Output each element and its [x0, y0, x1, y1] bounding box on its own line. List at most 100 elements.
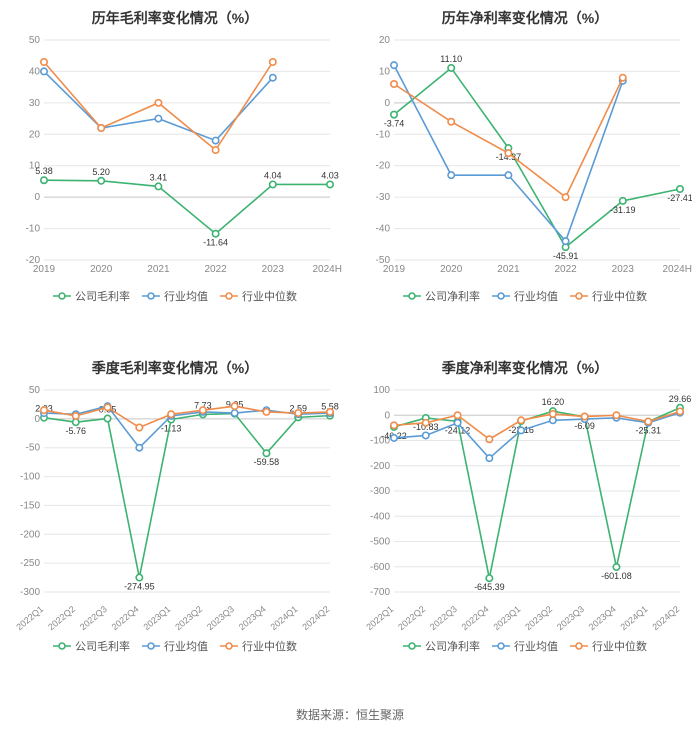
svg-text:-20: -20	[376, 161, 391, 172]
svg-text:2023Q1: 2023Q1	[491, 604, 522, 632]
svg-text:-59.58: -59.58	[254, 457, 280, 467]
svg-text:3.41: 3.41	[150, 172, 168, 182]
legend-swatch-icon	[142, 641, 160, 651]
svg-text:5.20: 5.20	[92, 167, 110, 177]
svg-text:-600: -600	[370, 562, 390, 573]
legend-swatch-icon	[142, 291, 160, 301]
svg-text:50: 50	[29, 385, 41, 396]
svg-text:-100: -100	[20, 472, 40, 483]
legend-swatch-icon	[570, 641, 588, 651]
svg-text:2022Q4: 2022Q4	[460, 604, 491, 632]
svg-text:-300: -300	[370, 486, 390, 497]
legend-item: 公司净利率	[403, 288, 480, 304]
legend-label: 公司净利率	[425, 638, 480, 654]
svg-text:4.03: 4.03	[321, 170, 339, 180]
svg-text:-250: -250	[20, 558, 40, 569]
svg-text:-645.39: -645.39	[474, 582, 505, 592]
chart-legend: 公司毛利率 行业均值 行业中位数	[8, 282, 342, 306]
legend-label: 行业中位数	[242, 288, 297, 304]
svg-text:2022Q1: 2022Q1	[14, 604, 45, 632]
svg-text:-200: -200	[370, 461, 390, 472]
svg-text:-30: -30	[376, 192, 391, 203]
legend-label: 行业中位数	[592, 638, 647, 654]
legend-swatch-icon	[220, 291, 238, 301]
legend-item: 行业中位数	[220, 288, 297, 304]
svg-text:2022: 2022	[554, 264, 577, 275]
svg-text:-50: -50	[26, 443, 41, 454]
svg-text:2024H1: 2024H1	[662, 264, 692, 275]
svg-text:2024Q2: 2024Q2	[300, 604, 331, 632]
legend-item: 行业均值	[142, 638, 208, 654]
chart-plot: -50-40-30-20-100102020192020202120222023…	[358, 32, 692, 282]
svg-text:-31.19: -31.19	[610, 205, 636, 215]
svg-text:30: 30	[29, 98, 41, 109]
legend-item: 公司毛利率	[53, 638, 130, 654]
chart-title: 季度净利率变化情况（%）	[358, 358, 692, 378]
svg-text:100: 100	[373, 385, 390, 396]
svg-text:0: 0	[384, 410, 390, 421]
chart-grid: 历年毛利率变化情况（%） -20-10010203040502019202020…	[0, 0, 700, 700]
legend-label: 公司毛利率	[75, 288, 130, 304]
svg-text:2023Q3: 2023Q3	[205, 604, 236, 632]
svg-text:2023: 2023	[612, 264, 635, 275]
svg-text:2023Q2: 2023Q2	[523, 604, 554, 632]
svg-text:10: 10	[379, 66, 391, 77]
chart-title: 季度毛利率变化情况（%）	[8, 358, 342, 378]
svg-text:2024Q1: 2024Q1	[269, 604, 300, 632]
panel-annual-gross: 历年毛利率变化情况（%） -20-10010203040502019202020…	[0, 0, 350, 350]
svg-text:-27.41: -27.41	[667, 193, 692, 203]
svg-text:2022Q2: 2022Q2	[46, 604, 77, 632]
legend-swatch-icon	[492, 641, 510, 651]
legend-label: 行业均值	[514, 288, 558, 304]
legend-label: 行业均值	[164, 638, 208, 654]
data-source-label: 数据来源：恒生聚源	[0, 700, 700, 723]
legend-swatch-icon	[403, 291, 421, 301]
svg-text:2023Q2: 2023Q2	[173, 604, 204, 632]
svg-text:-45.91: -45.91	[553, 251, 579, 261]
legend-item: 行业均值	[492, 638, 558, 654]
svg-text:0: 0	[34, 414, 40, 425]
svg-text:-700: -700	[370, 587, 390, 598]
svg-text:-274.95: -274.95	[124, 582, 155, 592]
svg-text:2023Q4: 2023Q4	[237, 604, 268, 632]
panel-quarterly-gross: 季度毛利率变化情况（%） -300-250-200-150-100-500502…	[0, 350, 350, 700]
chart-plot: -300-250-200-150-100-500502022Q12022Q220…	[8, 382, 342, 632]
svg-text:-400: -400	[370, 511, 390, 522]
svg-text:2023Q1: 2023Q1	[141, 604, 172, 632]
legend-label: 公司毛利率	[75, 638, 130, 654]
svg-text:5.38: 5.38	[35, 166, 53, 176]
svg-text:29.66: 29.66	[669, 394, 692, 404]
svg-text:-200: -200	[20, 529, 40, 540]
legend-item: 行业均值	[492, 288, 558, 304]
legend-swatch-icon	[53, 641, 71, 651]
svg-text:20: 20	[29, 129, 41, 140]
svg-text:2024Q2: 2024Q2	[650, 604, 681, 632]
svg-text:-500: -500	[370, 537, 390, 548]
svg-text:0: 0	[34, 192, 40, 203]
legend-label: 行业中位数	[592, 288, 647, 304]
legend-label: 行业中位数	[242, 638, 297, 654]
svg-text:-11.64: -11.64	[203, 238, 228, 248]
svg-text:2020: 2020	[90, 264, 113, 275]
legend-label: 行业均值	[164, 288, 208, 304]
svg-text:2024Q1: 2024Q1	[619, 604, 650, 632]
chart-title: 历年净利率变化情况（%）	[358, 8, 692, 28]
legend-label: 行业均值	[514, 638, 558, 654]
svg-text:-150: -150	[20, 500, 40, 511]
svg-text:2021: 2021	[497, 264, 520, 275]
legend-swatch-icon	[53, 291, 71, 301]
legend-item: 行业中位数	[570, 638, 647, 654]
svg-text:2022Q2: 2022Q2	[396, 604, 427, 632]
chart-legend: 公司净利率 行业均值 行业中位数	[358, 632, 692, 656]
svg-text:2021: 2021	[147, 264, 170, 275]
svg-text:2023Q3: 2023Q3	[555, 604, 586, 632]
legend-swatch-icon	[220, 641, 238, 651]
legend-item: 公司毛利率	[53, 288, 130, 304]
svg-text:16.20: 16.20	[542, 397, 565, 407]
svg-text:-10: -10	[26, 224, 41, 235]
chart-plot: -20-100102030405020192020202120222023202…	[8, 32, 342, 282]
svg-text:2022: 2022	[204, 264, 227, 275]
chart-legend: 公司净利率 行业均值 行业中位数	[358, 282, 692, 306]
svg-text:2022Q1: 2022Q1	[364, 604, 395, 632]
legend-item: 行业均值	[142, 288, 208, 304]
